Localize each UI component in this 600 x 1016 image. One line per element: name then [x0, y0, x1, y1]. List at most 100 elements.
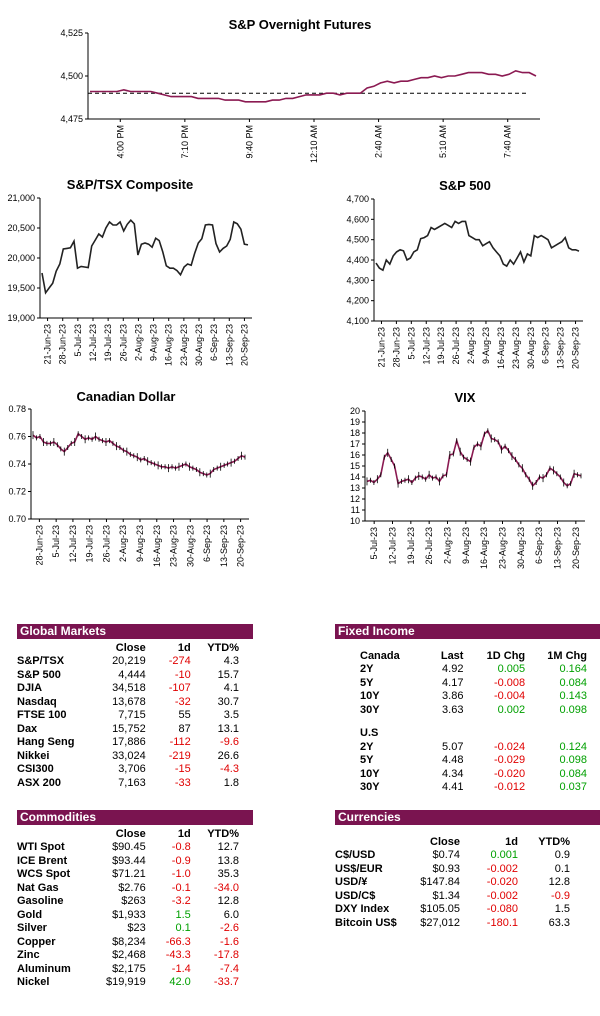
col-ytd: YTD% [538, 835, 570, 848]
spx_futures-xtick-label: 5:10 AM [438, 125, 448, 158]
row-label: DXY Index [335, 903, 390, 916]
tsx-xtick-label: 19-Jul-23 [103, 324, 113, 362]
us-label-body: U.S [335, 717, 593, 741]
table-cell: 0.005 [497, 663, 526, 676]
table-cell: 13,678 [112, 695, 146, 708]
us-label: U.S [360, 727, 379, 740]
table-cell: 0.001 [490, 849, 518, 862]
col-last: Last [440, 649, 464, 662]
table-row: S&P/TSX 20,219 -274 4.3 [17, 655, 253, 669]
vix-xtick-label: 12-Jul-23 [388, 527, 398, 565]
chart-vix: VIX 10 11 12 13 14 15 16 17 18 19 20 5-Jul-23 12-Jul-… [300, 380, 600, 580]
table-cell: 20,219 [112, 655, 146, 668]
cad-xtick-label: 26-Jul-23 [101, 525, 111, 563]
table-cell: 87 [178, 722, 191, 735]
table-cell: 1.5 [175, 908, 191, 921]
table-cell: 34,518 [112, 682, 146, 695]
currencies-body: C$/USD $0.74 0.001 0.9 US$/EUR $0.93 -0.002 0.1… [335, 849, 590, 930]
spx_futures-ytick-label: 4,500 [60, 71, 83, 81]
table-row: FTSE 100 7,715 55 3.5 [17, 709, 253, 723]
spx-xtick-label: 12-Jul-23 [421, 327, 431, 365]
commodities-header: Commodities [17, 810, 253, 825]
spx_futures-series-line [90, 69, 537, 103]
table-row: Nikkei 33,024 -219 26.6 [17, 749, 253, 763]
table-row: 30Y 4.41 -0.012 0.037 [335, 781, 593, 795]
col-label [17, 641, 96, 655]
table-row: 2Y 5.07 -0.024 0.124 [335, 740, 593, 754]
spx-xtick-label: 5-Jul-23 [406, 327, 416, 360]
table-cell: -0.024 [493, 740, 526, 753]
table-row: Nat Gas $2.76 -0.1 -34.0 [17, 881, 253, 895]
table-cell: -0.080 [486, 903, 518, 916]
spx-futures-svg: S&P Overnight Futures 4,475 4,500 4,525 4:00… [60, 17, 540, 163]
vix-xtick-label: 5-Jul-23 [369, 527, 379, 560]
tsx-svg: S&P/TSX Composite 19,000 19,500 20,000 20,50… [7, 177, 252, 366]
cad-xtick-label: 20-Sep-23 [236, 525, 246, 567]
row-label: WCS Spot [17, 868, 71, 881]
table-row: Zinc $2,468 -43.3 -17.8 [17, 949, 253, 963]
table-cell: -180.1 [486, 916, 518, 929]
table-cell: -0.020 [493, 767, 526, 780]
tsx-ytick-label: 21,000 [7, 193, 35, 203]
table-row: USD/C$ $1.34 -0.002 -0.9 [335, 889, 590, 903]
table-cell: -32 [174, 695, 191, 708]
vix-xtick-label: 9-Aug-23 [461, 527, 471, 564]
table-cell: 4.41 [442, 781, 464, 794]
row-label: 2Y [360, 740, 374, 753]
table-cell: -274 [168, 655, 191, 668]
vix-ytick-label: 10 [350, 516, 360, 526]
table-cell: 0.1 [175, 922, 191, 935]
row-label: Copper [17, 935, 56, 948]
table-cell: $0.93 [432, 862, 460, 875]
table-cell: -0.8 [171, 841, 191, 854]
table-cell: 35.3 [217, 868, 239, 881]
spx_futures-xtick-label: 9:40 PM [244, 125, 254, 159]
table-cell: 42.0 [169, 976, 191, 989]
row-label: S&P 500 [17, 668, 61, 681]
vix-ytick-label: 13 [350, 483, 360, 493]
table-header-row: Close 1d YTD% [17, 827, 253, 841]
table-row: Dax 15,752 87 13.1 [17, 722, 253, 736]
table-cell: -0.029 [493, 754, 526, 767]
commodities-body: WTI Spot $90.45 -0.8 12.7 ICE Brent $93.44 -0.… [17, 841, 253, 990]
table-cell: 12.8 [217, 895, 239, 908]
row-label: WTI Spot [17, 841, 65, 854]
cad-xtick-label: 6-Sep-23 [202, 525, 212, 562]
table-cell: 0.164 [559, 663, 587, 676]
row-label: USD/C$ [335, 889, 376, 902]
table-row: DXY Index $105.05 -0.080 1.5 [335, 903, 590, 917]
chart-tsx: S&P/TSX Composite 19,000 19,500 20,000 20,50… [0, 170, 290, 380]
table-row: S&P 500 4,444 -10 15.7 [17, 668, 253, 682]
table-row: Bitcoin US$ $27,012 -180.1 63.3 [335, 916, 590, 930]
row-label: DJIA [17, 682, 43, 695]
cad-series-line [32, 432, 246, 476]
table-cell: 17,886 [112, 736, 146, 749]
table-cell: -0.002 [486, 889, 518, 902]
spx-ytick-label: 4,200 [346, 296, 369, 306]
tsx-series-line [41, 219, 249, 295]
table-cell: -107 [168, 682, 191, 695]
vix-title: VIX [455, 390, 476, 405]
table-cell: -0.1 [171, 881, 191, 894]
vix-ytick-label: 19 [350, 417, 360, 427]
table-row: Aluminum $2,175 -1.4 -7.4 [17, 962, 253, 976]
table-cell: 13.8 [217, 854, 239, 867]
col-1d: 1d [505, 835, 518, 848]
table-cell: -33 [174, 776, 191, 789]
table-row: US$/EUR $0.93 -0.002 0.1 [335, 862, 590, 876]
table-cell: -0.002 [486, 862, 518, 875]
chart-spx: S&P 500 4,100 4,200 4,300 4,400 4,500 4,600 4,7… [300, 170, 600, 380]
spx_futures-title: S&P Overnight Futures [229, 17, 372, 32]
table-cell: -17.8 [213, 949, 239, 962]
table-cell: 0.002 [497, 703, 526, 716]
table-cell: 33,024 [112, 749, 146, 762]
currencies-table: Close 1d YTD% C$/USD $0.74 0.001 0.9 US$/EUR… [335, 835, 590, 930]
vix-ytick-label: 14 [350, 472, 360, 482]
table-cell: -4.3 [220, 763, 239, 776]
fixed-income-table: Canada Last 1D Chg 1M Chg 2Y 4.92 0.005 0.1… [335, 649, 593, 794]
table-cell: $105.05 [420, 903, 460, 916]
table-row: Gasoline $263 -3.2 12.8 [17, 895, 253, 909]
spx-title: S&P 500 [439, 178, 491, 193]
row-label: 2Y [360, 663, 374, 676]
cad-ytick-label: 0.74 [8, 459, 26, 469]
